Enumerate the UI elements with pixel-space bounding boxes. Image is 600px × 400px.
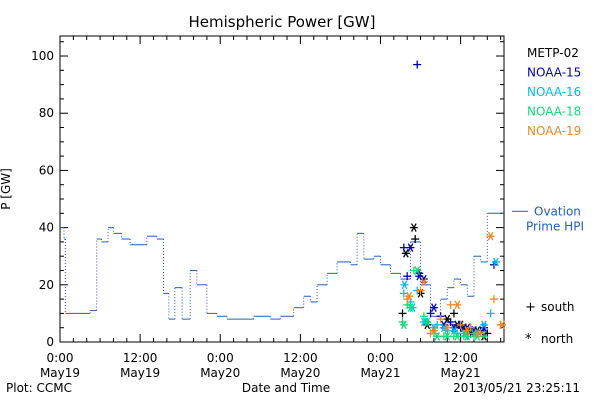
x-tick-time-label: 0:00	[207, 351, 234, 365]
plot-frame	[59, 35, 505, 343]
north-point	[479, 320, 488, 330]
north-point	[400, 280, 409, 290]
north-point	[497, 320, 506, 330]
x-tick-time-label: 0:00	[367, 351, 394, 365]
north-point	[399, 320, 408, 330]
y-tick-label: 80	[39, 106, 54, 120]
footer-plot-credit: Plot: CCMC	[6, 381, 72, 395]
ovation-label-line2: Prime HPI	[526, 219, 584, 233]
south-point	[426, 309, 435, 318]
x-axis-label: Date and Time	[242, 381, 330, 395]
south-point	[403, 272, 412, 281]
south-point	[398, 309, 407, 318]
north-point	[486, 231, 495, 241]
legend-entry: NOAA-19	[527, 124, 581, 138]
x-tick-time-label: 0:00	[47, 351, 74, 365]
footer-timestamp: 2013/05/21 23:25:11	[453, 381, 580, 395]
x-tick-time-label: 12:00	[283, 351, 318, 365]
north-point	[406, 243, 415, 252]
north-point	[405, 291, 414, 301]
south-point	[399, 243, 408, 252]
south-point	[436, 315, 445, 324]
legend-entry: NOAA-18	[527, 105, 581, 119]
north-point	[406, 303, 415, 313]
north-point	[413, 266, 422, 275]
x-tick-date-label: May19	[40, 366, 80, 380]
south-point	[411, 235, 420, 244]
legend-south-label: south	[541, 300, 575, 314]
north-point	[429, 326, 438, 335]
north-point	[473, 329, 482, 338]
legend: METP-02 NOAA-15 NOAA-16 NOAA-18 NOAA-19 + sout…	[525, 46, 581, 347]
north-point	[423, 317, 432, 327]
legend-north-label: north	[541, 332, 573, 346]
north-point	[491, 257, 500, 267]
x-tick-date-label: May20	[280, 366, 320, 380]
north-point	[443, 331, 452, 341]
south-point	[416, 286, 425, 295]
y-axis-label: P [GW]	[0, 168, 13, 210]
y-axis: 0 20 40 60 80 100	[31, 41, 504, 349]
south-point	[446, 300, 455, 309]
x-axis: 0:00May1912:00May190:00May2012:00May200:…	[40, 36, 502, 380]
x-tick-date-label: May20	[200, 366, 240, 380]
south-point	[413, 60, 422, 69]
north-point	[409, 223, 418, 232]
x-tick-date-label: May21	[441, 366, 481, 380]
y-tick-label: 100	[31, 49, 54, 63]
legend-north-symbol: *	[525, 332, 532, 347]
south-point	[489, 295, 498, 304]
south-point	[486, 309, 495, 318]
south-point	[449, 309, 458, 318]
south-point	[456, 320, 465, 329]
north-point	[429, 303, 438, 313]
legend-entry: METP-02	[527, 46, 579, 60]
x-tick-time-label: 12:00	[123, 351, 158, 365]
north-point	[453, 331, 462, 341]
y-tick-label: 20	[39, 278, 54, 292]
x-tick-time-label: 12:00	[443, 351, 478, 365]
south-point	[419, 312, 428, 321]
chart-title: Hemispheric Power [GW]	[189, 13, 376, 31]
legend-south-symbol: +	[525, 300, 536, 315]
north-point	[443, 323, 452, 333]
x-tick-date-label: May21	[360, 366, 400, 380]
north-point	[419, 277, 428, 287]
legend-entry: NOAA-16	[527, 85, 581, 99]
ovation-label-line1: Ovation	[534, 204, 581, 218]
x-tick-date-label: May19	[120, 366, 160, 380]
legend-entry: NOAA-15	[527, 66, 581, 80]
north-point	[453, 300, 462, 310]
y-tick-label: 60	[39, 163, 54, 177]
y-tick-label: 40	[39, 221, 54, 235]
south-point	[446, 317, 455, 326]
y-tick-label: 0	[46, 335, 54, 349]
satellite-points	[398, 60, 506, 341]
south-point	[399, 289, 408, 298]
north-point	[463, 326, 472, 335]
